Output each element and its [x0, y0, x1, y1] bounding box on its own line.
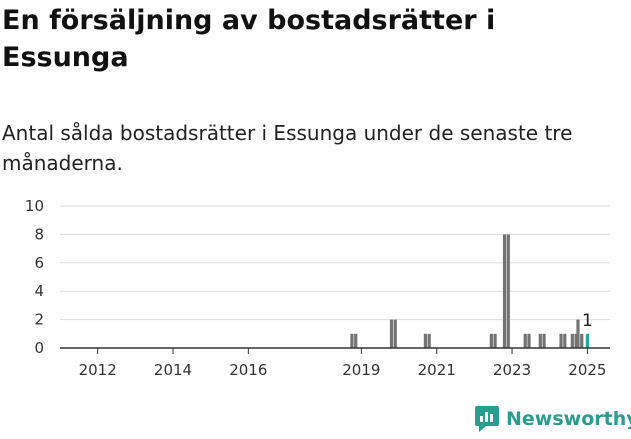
x-tick-label: 2019: [342, 361, 380, 379]
bar: [527, 333, 531, 348]
bar: [489, 333, 493, 348]
x-tick-label: 2023: [493, 361, 531, 379]
bar: [574, 333, 578, 348]
x-tick-label: 2021: [418, 361, 456, 379]
bar: [493, 333, 497, 348]
bar: [427, 333, 431, 348]
y-tick-label: 0: [34, 339, 44, 357]
x-tick-label: 2014: [154, 361, 192, 379]
bar: [563, 333, 567, 348]
newsworthy-logo-icon: [475, 406, 499, 432]
bar: [502, 234, 507, 348]
bar: [570, 333, 574, 348]
y-tick-label: 2: [34, 311, 44, 329]
x-tick-label: 2025: [568, 361, 606, 379]
bar: [389, 319, 394, 348]
bar: [576, 319, 580, 348]
bar: [542, 333, 546, 348]
bar: [350, 333, 354, 348]
bar: [506, 234, 510, 348]
y-tick-label: 10: [25, 197, 44, 215]
brand-name: Newsworthy: [506, 408, 631, 430]
bar: [354, 333, 358, 348]
y-tick-label: 8: [34, 225, 44, 243]
y-tick-label: 6: [34, 254, 44, 272]
bar: [559, 333, 563, 348]
bar: [423, 333, 428, 348]
bar: [538, 333, 542, 348]
bar-highlight: [585, 333, 589, 348]
y-tick-label: 4: [34, 282, 44, 300]
bar: [393, 319, 397, 348]
chart-title: En försäljning av bostadsrätter i Essung…: [2, 5, 496, 73]
newsworthy-brand: Newsworthy: [474, 405, 631, 433]
bar: [523, 333, 527, 348]
chart-subtitle: Antal sålda bostadsrätter i Essunga unde…: [2, 121, 573, 175]
x-tick-label: 2012: [79, 361, 117, 379]
bar: [580, 333, 584, 348]
x-tick-label: 2016: [229, 361, 267, 379]
bar-chart: 0 2 4 6 8 10 1 2012 2014 2016 2019 2021 2023 2025: [25, 197, 610, 379]
data-label: 1: [582, 311, 593, 331]
